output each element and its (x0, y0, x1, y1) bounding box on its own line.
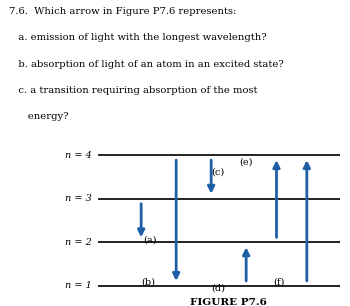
Text: (c): (c) (211, 167, 225, 176)
Text: (b): (b) (141, 277, 155, 286)
Text: n = 4: n = 4 (65, 151, 92, 160)
Text: 7.6.  Which arrow in Figure P7.6 represents:: 7.6. Which arrow in Figure P7.6 represen… (9, 7, 236, 16)
Text: n = 3: n = 3 (65, 194, 92, 203)
Text: (e): (e) (239, 157, 253, 166)
Text: FIGURE P7.6: FIGURE P7.6 (190, 298, 267, 306)
Text: b. absorption of light of an atom in an excited state?: b. absorption of light of an atom in an … (9, 59, 284, 69)
Text: (f): (f) (273, 277, 285, 286)
Text: (a): (a) (144, 236, 157, 245)
Text: n = 2: n = 2 (65, 238, 92, 247)
Text: (d): (d) (211, 284, 225, 293)
Text: n = 1: n = 1 (65, 282, 92, 290)
Text: a. emission of light with the longest wavelength?: a. emission of light with the longest wa… (9, 33, 266, 42)
Text: energy?: energy? (9, 112, 68, 121)
Text: c. a transition requiring absorption of the most: c. a transition requiring absorption of … (9, 86, 257, 95)
